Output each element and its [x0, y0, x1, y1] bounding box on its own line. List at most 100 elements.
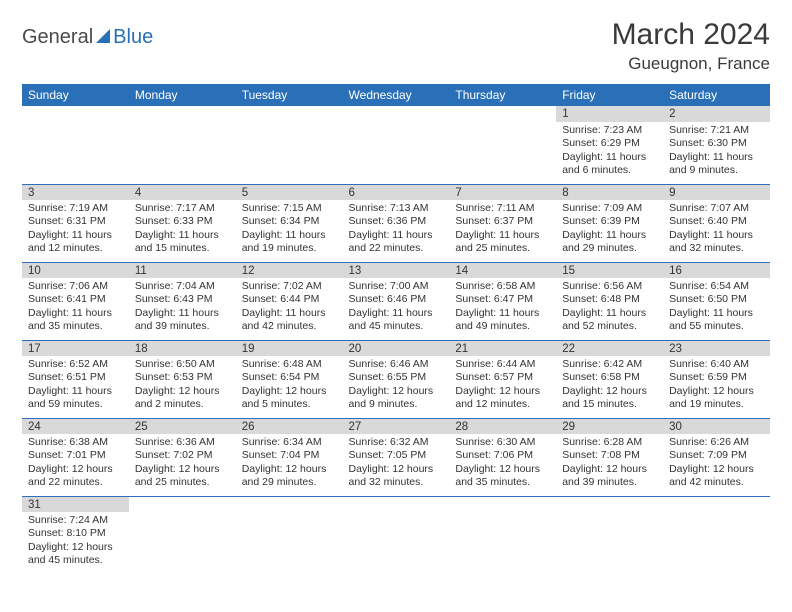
day-number-cell	[663, 496, 770, 512]
day-number-cell: 20	[343, 340, 450, 356]
day-detail-cell: Sunrise: 7:23 AMSunset: 6:29 PMDaylight:…	[556, 122, 663, 184]
day-number-cell: 13	[343, 262, 450, 278]
logo: General Blue	[22, 26, 153, 49]
day-number-cell	[22, 106, 129, 122]
day-detail-row: Sunrise: 6:52 AMSunset: 6:51 PMDaylight:…	[22, 356, 770, 418]
day-number-cell: 18	[129, 340, 236, 356]
day-number-cell	[236, 496, 343, 512]
calendar-table: SundayMondayTuesdayWednesdayThursdayFrid…	[22, 84, 770, 574]
day-number-cell: 29	[556, 418, 663, 434]
day-detail-cell: Sunrise: 7:11 AMSunset: 6:37 PMDaylight:…	[449, 200, 556, 262]
calendar-body: 12Sunrise: 7:23 AMSunset: 6:29 PMDayligh…	[22, 106, 770, 574]
day-detail-cell: Sunrise: 6:56 AMSunset: 6:48 PMDaylight:…	[556, 278, 663, 340]
day-detail-cell: Sunrise: 6:32 AMSunset: 7:05 PMDaylight:…	[343, 434, 450, 496]
logo-text-blue: Blue	[113, 26, 153, 49]
day-detail-cell: Sunrise: 7:04 AMSunset: 6:43 PMDaylight:…	[129, 278, 236, 340]
day-detail-cell: Sunrise: 6:46 AMSunset: 6:55 PMDaylight:…	[343, 356, 450, 418]
day-detail-row: Sunrise: 7:19 AMSunset: 6:31 PMDaylight:…	[22, 200, 770, 262]
day-detail-cell: Sunrise: 7:13 AMSunset: 6:36 PMDaylight:…	[343, 200, 450, 262]
day-detail-cell: Sunrise: 6:44 AMSunset: 6:57 PMDaylight:…	[449, 356, 556, 418]
day-number-cell: 19	[236, 340, 343, 356]
day-number-cell: 8	[556, 184, 663, 200]
day-number-row: 17181920212223	[22, 340, 770, 356]
day-detail-row: Sunrise: 7:06 AMSunset: 6:41 PMDaylight:…	[22, 278, 770, 340]
day-detail-cell	[22, 122, 129, 184]
day-number-cell: 10	[22, 262, 129, 278]
day-number-cell: 28	[449, 418, 556, 434]
day-number-row: 12	[22, 106, 770, 122]
day-header: Saturday	[663, 84, 770, 106]
day-number-cell	[449, 106, 556, 122]
day-detail-cell	[556, 512, 663, 574]
day-detail-cell: Sunrise: 7:15 AMSunset: 6:34 PMDaylight:…	[236, 200, 343, 262]
day-detail-cell: Sunrise: 6:38 AMSunset: 7:01 PMDaylight:…	[22, 434, 129, 496]
day-detail-cell	[449, 122, 556, 184]
day-number-cell: 12	[236, 262, 343, 278]
day-header: Sunday	[22, 84, 129, 106]
day-header: Tuesday	[236, 84, 343, 106]
day-detail-cell: Sunrise: 6:52 AMSunset: 6:51 PMDaylight:…	[22, 356, 129, 418]
location: Gueugnon, France	[612, 54, 770, 74]
day-detail-cell	[236, 512, 343, 574]
day-detail-cell	[129, 122, 236, 184]
day-detail-cell	[663, 512, 770, 574]
day-detail-cell: Sunrise: 6:42 AMSunset: 6:58 PMDaylight:…	[556, 356, 663, 418]
day-number-cell: 30	[663, 418, 770, 434]
day-number-cell: 2	[663, 106, 770, 122]
day-number-cell: 15	[556, 262, 663, 278]
day-number-cell	[449, 496, 556, 512]
day-detail-cell: Sunrise: 7:09 AMSunset: 6:39 PMDaylight:…	[556, 200, 663, 262]
day-detail-cell: Sunrise: 7:17 AMSunset: 6:33 PMDaylight:…	[129, 200, 236, 262]
day-number-cell	[556, 496, 663, 512]
day-detail-cell: Sunrise: 6:34 AMSunset: 7:04 PMDaylight:…	[236, 434, 343, 496]
day-detail-cell: Sunrise: 6:48 AMSunset: 6:54 PMDaylight:…	[236, 356, 343, 418]
day-number-cell: 3	[22, 184, 129, 200]
day-number-cell: 11	[129, 262, 236, 278]
day-detail-cell	[449, 512, 556, 574]
day-number-cell: 21	[449, 340, 556, 356]
day-detail-cell: Sunrise: 7:00 AMSunset: 6:46 PMDaylight:…	[343, 278, 450, 340]
day-detail-cell: Sunrise: 7:06 AMSunset: 6:41 PMDaylight:…	[22, 278, 129, 340]
day-detail-cell: Sunrise: 7:02 AMSunset: 6:44 PMDaylight:…	[236, 278, 343, 340]
day-number-cell: 9	[663, 184, 770, 200]
day-number-cell: 31	[22, 496, 129, 512]
day-number-cell: 25	[129, 418, 236, 434]
day-number-cell	[129, 496, 236, 512]
title-block: March 2024 Gueugnon, France	[612, 18, 770, 74]
day-number-cell: 1	[556, 106, 663, 122]
logo-text-general: General	[22, 26, 93, 49]
day-number-cell: 17	[22, 340, 129, 356]
day-number-cell: 5	[236, 184, 343, 200]
day-number-row: 24252627282930	[22, 418, 770, 434]
day-number-cell	[343, 106, 450, 122]
header: General Blue March 2024 Gueugnon, France	[22, 18, 770, 74]
day-number-row: 10111213141516	[22, 262, 770, 278]
day-detail-cell	[343, 122, 450, 184]
day-header: Friday	[556, 84, 663, 106]
day-number-row: 31	[22, 496, 770, 512]
day-number-cell	[129, 106, 236, 122]
day-number-cell: 22	[556, 340, 663, 356]
day-detail-cell: Sunrise: 6:50 AMSunset: 6:53 PMDaylight:…	[129, 356, 236, 418]
day-detail-row: Sunrise: 6:38 AMSunset: 7:01 PMDaylight:…	[22, 434, 770, 496]
day-header: Thursday	[449, 84, 556, 106]
day-detail-cell: Sunrise: 6:54 AMSunset: 6:50 PMDaylight:…	[663, 278, 770, 340]
day-number-cell: 24	[22, 418, 129, 434]
logo-triangle-icon	[96, 29, 110, 43]
day-detail-cell: Sunrise: 6:58 AMSunset: 6:47 PMDaylight:…	[449, 278, 556, 340]
day-detail-cell: Sunrise: 7:07 AMSunset: 6:40 PMDaylight:…	[663, 200, 770, 262]
day-detail-cell: Sunrise: 6:36 AMSunset: 7:02 PMDaylight:…	[129, 434, 236, 496]
day-number-cell: 6	[343, 184, 450, 200]
day-number-cell: 14	[449, 262, 556, 278]
day-detail-cell	[129, 512, 236, 574]
day-detail-cell: Sunrise: 6:30 AMSunset: 7:06 PMDaylight:…	[449, 434, 556, 496]
day-number-cell	[343, 496, 450, 512]
day-detail-cell	[236, 122, 343, 184]
day-number-cell	[236, 106, 343, 122]
month-title: March 2024	[612, 18, 770, 52]
day-number-row: 3456789	[22, 184, 770, 200]
day-detail-cell	[343, 512, 450, 574]
day-header: Monday	[129, 84, 236, 106]
day-detail-cell: Sunrise: 6:40 AMSunset: 6:59 PMDaylight:…	[663, 356, 770, 418]
day-number-cell: 26	[236, 418, 343, 434]
